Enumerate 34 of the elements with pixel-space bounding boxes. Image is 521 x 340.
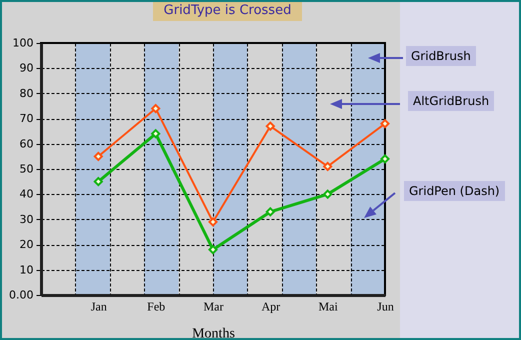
x-tick-label: Mai xyxy=(318,300,338,314)
y-tick-label: 10 xyxy=(20,263,34,276)
x-tick-label: Feb xyxy=(147,300,166,314)
point xyxy=(208,245,218,254)
point xyxy=(380,119,390,128)
point xyxy=(266,207,275,216)
y-tick-label: 90 xyxy=(20,62,34,75)
x-tick-label: Mar xyxy=(204,300,224,314)
point xyxy=(323,162,332,172)
text: AltGridBrush xyxy=(408,91,494,111)
y-tick-label: 30 xyxy=(20,212,34,226)
point xyxy=(151,104,160,114)
y-tick-label: 80 xyxy=(20,86,34,100)
point xyxy=(94,177,103,186)
chart-title: GridType is Crossed xyxy=(153,0,302,21)
x-tick-label: Jan xyxy=(90,300,107,314)
point xyxy=(266,122,275,131)
y-tick-label: 0.00 xyxy=(9,288,34,302)
text: GridBrush xyxy=(406,46,476,66)
y-tick-label: 100 xyxy=(12,36,34,50)
point xyxy=(380,154,390,164)
text: GridPen (Dash) xyxy=(404,181,505,201)
x-tick-label: Jun xyxy=(377,300,394,314)
point xyxy=(323,190,332,199)
y-tick-label: 60 xyxy=(20,137,34,150)
point xyxy=(208,217,218,226)
y-tick-label: 40 xyxy=(20,188,34,201)
x-tick-label: Apr xyxy=(261,300,280,314)
y-tick-label: 70 xyxy=(20,112,34,126)
y-tick-label: 50 xyxy=(20,162,34,176)
point xyxy=(151,129,160,138)
x-axis-title: Months xyxy=(192,326,235,340)
y-tick-label: 20 xyxy=(20,238,34,252)
point xyxy=(94,152,103,161)
